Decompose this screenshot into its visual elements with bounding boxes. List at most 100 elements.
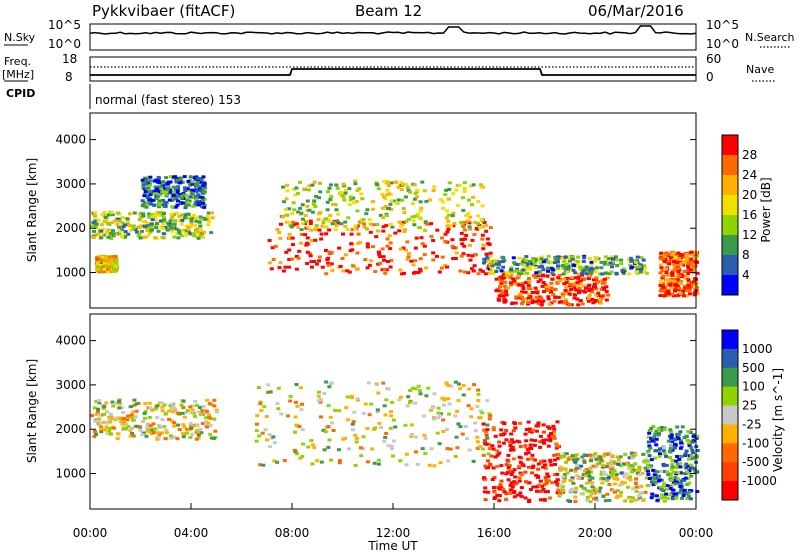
- data-cell: [679, 488, 684, 492]
- data-cell: [115, 437, 120, 441]
- data-cell: [668, 493, 673, 497]
- data-cell: [500, 255, 505, 259]
- data-cell: [564, 276, 569, 280]
- data-cell: [149, 202, 154, 206]
- data-cell: [509, 446, 514, 449]
- data-cell: [521, 287, 526, 290]
- data-cell: [573, 495, 578, 499]
- data-cell: [438, 412, 443, 416]
- data-cell: [587, 475, 592, 478]
- data-cell: [198, 224, 203, 228]
- data-cell: [298, 206, 303, 210]
- data-cell: [348, 195, 353, 199]
- data-cell: [291, 220, 296, 224]
- data-cell: [134, 409, 139, 413]
- data-cell: [502, 490, 507, 494]
- data-cell: [420, 180, 425, 184]
- data-cell: [608, 261, 613, 265]
- data-cell: [359, 446, 363, 450]
- data-cell: [669, 286, 674, 290]
- data-cell: [575, 466, 580, 470]
- data-cell: [517, 256, 522, 260]
- data-cell: [691, 433, 696, 437]
- data-cell: [573, 500, 578, 504]
- data-cell: [523, 297, 528, 301]
- nave-label: Nave: [746, 63, 774, 76]
- data-cell: [450, 214, 455, 218]
- data-cell: [510, 302, 515, 305]
- data-cell: [503, 284, 507, 288]
- data-cell: [504, 492, 509, 496]
- data-cell: [373, 426, 378, 430]
- data-cell: [519, 473, 524, 476]
- data-cell: [460, 432, 465, 436]
- data-cell: [200, 198, 205, 202]
- data-cell: [509, 268, 514, 272]
- data-cell: [686, 272, 691, 275]
- data-cell: [335, 219, 340, 223]
- data-cell: [590, 481, 595, 485]
- data-cell: [580, 302, 585, 306]
- data-cell: [533, 257, 538, 261]
- data-cell: [393, 231, 398, 235]
- data-cell: [561, 475, 566, 479]
- data-cell: [600, 481, 605, 485]
- data-cell: [568, 282, 573, 286]
- data-cell: [137, 225, 142, 229]
- data-cell: [662, 499, 667, 503]
- data-cell: [499, 479, 504, 483]
- data-cell: [639, 256, 644, 260]
- data-cell: [362, 225, 367, 229]
- data-cell: [99, 427, 104, 431]
- data-cell: [523, 470, 528, 474]
- data-cell: [315, 459, 320, 463]
- data-cell: [605, 276, 610, 280]
- data-cell: [117, 229, 122, 233]
- data-cell: [341, 269, 346, 273]
- data-cell: [175, 411, 180, 415]
- data-cell: [478, 268, 483, 272]
- data-cell: [691, 451, 695, 455]
- data-cell: [680, 425, 685, 429]
- data-cell: [532, 261, 537, 265]
- data-cell: [665, 496, 670, 500]
- data-cell: [630, 456, 635, 460]
- data-cell: [388, 241, 393, 245]
- data-cell: [553, 295, 558, 299]
- data-cell: [627, 272, 632, 276]
- data-cell: [500, 291, 505, 295]
- data-cell: [472, 264, 477, 268]
- power-frame: [89, 112, 697, 309]
- data-cell: [592, 278, 596, 282]
- data-cell: [164, 431, 169, 435]
- data-cell: [199, 431, 204, 435]
- data-cell: [574, 488, 579, 492]
- data-cell: [495, 493, 500, 497]
- data-cell: [102, 211, 107, 214]
- data-cell: [140, 204, 145, 208]
- data-cell: [308, 222, 313, 225]
- data-cell: [161, 232, 166, 236]
- data-cell: [487, 447, 492, 450]
- data-cell: [175, 186, 180, 190]
- data-cell: [418, 209, 423, 213]
- data-cell: [149, 222, 154, 226]
- data-cell: [353, 463, 358, 467]
- data-cell: [533, 275, 538, 279]
- data-cell: [446, 197, 451, 201]
- data-cell: [656, 449, 661, 453]
- data-cell: [598, 301, 603, 305]
- data-cell: [119, 228, 124, 232]
- data-cell: [658, 485, 663, 489]
- data-cell: [485, 436, 490, 440]
- data-cell: [497, 444, 502, 448]
- data-cell: [200, 196, 205, 200]
- data-cell: [410, 202, 415, 205]
- data-cell: [297, 249, 302, 253]
- data-cell: [143, 402, 148, 406]
- data-cell: [536, 274, 541, 278]
- data-cell: [647, 431, 652, 435]
- data-cell: [573, 469, 578, 473]
- data-cell: [606, 476, 611, 480]
- data-cell: [372, 461, 377, 465]
